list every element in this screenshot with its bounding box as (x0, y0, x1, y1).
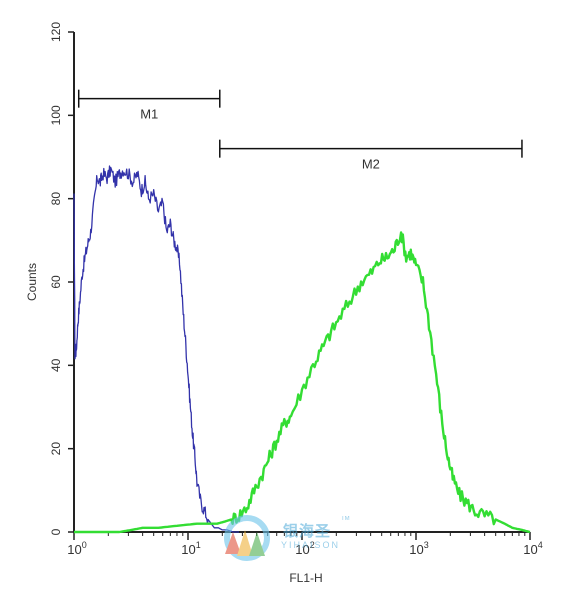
series-line-2 (74, 231, 531, 534)
x-tick-label: 102 (295, 540, 314, 557)
gate-markers: M1 M2 (77, 89, 523, 172)
gate-label: M1 (140, 107, 158, 122)
x-axis-ticks: 100 101 102 103 104 (67, 532, 543, 557)
x-tick-label: 104 (523, 540, 542, 557)
watermark-cn-text: 银海圣 (283, 522, 332, 540)
watermark-en-text: YIHAISON (281, 540, 341, 550)
y-tick-label: 80 (49, 192, 63, 206)
watermark-tm: TM (341, 516, 350, 522)
x-axis-label: FL1-H (289, 571, 322, 585)
gate-m2: M2 (219, 139, 523, 172)
logo-mark-icon (224, 515, 270, 561)
y-tick-label: 0 (49, 528, 63, 535)
y-tick-label: 20 (49, 442, 63, 456)
x-tick-label: 100 (67, 540, 86, 557)
histogram-series (73, 165, 531, 534)
y-tick-label: 100 (49, 105, 63, 125)
x-tick-label: 103 (409, 540, 428, 557)
gate-m1: M1 (77, 89, 221, 122)
y-axis-ticks: 0 20 40 60 80 100 120 (49, 22, 74, 535)
y-tick-label: 60 (49, 275, 63, 289)
series-line-1 (73, 165, 239, 533)
gate-label: M2 (362, 157, 380, 172)
y-tick-label: 120 (49, 22, 63, 42)
watermark-logo: 银海圣 TM YIHAISON (213, 508, 363, 568)
y-tick-label: 40 (49, 358, 63, 372)
y-axis-label: Counts (25, 263, 39, 301)
x-tick-label: 101 (181, 540, 200, 557)
